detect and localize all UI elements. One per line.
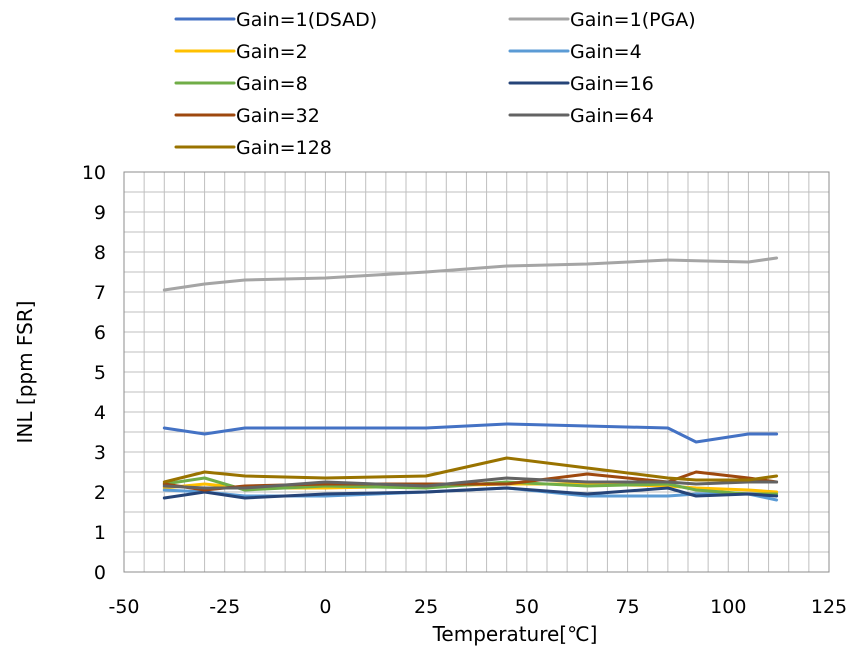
legend: Gain=1(DSAD) Gain=1(PGA) Gain=2 Gain=4 Gain=… bbox=[174, 9, 696, 159]
legend-label: Gain=16 bbox=[570, 73, 654, 95]
y-tick-label: 6 bbox=[94, 322, 106, 344]
y-tick-label: 2 bbox=[94, 482, 106, 504]
x-tick-label: 100 bbox=[710, 596, 746, 618]
grid bbox=[123, 171, 830, 573]
x-tick-label: -25 bbox=[209, 596, 240, 618]
y-axis-label: INL [ppm FSR] bbox=[13, 301, 37, 444]
y-tick-label: 3 bbox=[94, 442, 106, 464]
series-line bbox=[162, 256, 779, 292]
legend-label: Gain=4 bbox=[570, 41, 642, 63]
legend-label: Gain=1(PGA) bbox=[570, 9, 696, 31]
legend-label: Gain=8 bbox=[236, 73, 308, 95]
x-tick-label: -50 bbox=[108, 596, 139, 618]
y-tick-label: 0 bbox=[94, 562, 106, 584]
legend-label: Gain=128 bbox=[236, 137, 332, 159]
y-tick-label: 10 bbox=[82, 162, 106, 184]
x-tick-label: 125 bbox=[811, 596, 847, 618]
x-tick-label: 0 bbox=[319, 596, 331, 618]
series-line bbox=[162, 486, 779, 500]
legend-label: Gain=2 bbox=[236, 41, 308, 63]
y-tick-label: 4 bbox=[94, 402, 106, 424]
series-line bbox=[162, 422, 779, 444]
x-tick-label: 75 bbox=[615, 596, 639, 618]
legend-label: Gain=1(DSAD) bbox=[236, 9, 377, 31]
x-tick-label: 50 bbox=[515, 596, 539, 618]
x-axis-label: Temperature[℃] bbox=[432, 622, 598, 646]
series-line bbox=[162, 456, 779, 484]
y-tick-labels: 0 1 2 3 4 5 6 7 8 9 10 bbox=[82, 162, 106, 584]
y-tick-label: 5 bbox=[94, 362, 106, 384]
y-tick-label: 7 bbox=[94, 282, 106, 304]
series-layer bbox=[162, 256, 779, 502]
plot-area-border bbox=[123, 171, 830, 573]
x-tick-label: 25 bbox=[414, 596, 438, 618]
x-tick-labels: -50 -25 0 25 50 75 100 125 bbox=[108, 596, 847, 618]
legend-label: Gain=64 bbox=[570, 105, 654, 127]
y-tick-label: 9 bbox=[94, 202, 106, 224]
y-tick-label: 1 bbox=[94, 522, 106, 544]
y-tick-label: 8 bbox=[94, 242, 106, 264]
series-line bbox=[162, 476, 779, 490]
legend-label: Gain=32 bbox=[236, 105, 320, 127]
